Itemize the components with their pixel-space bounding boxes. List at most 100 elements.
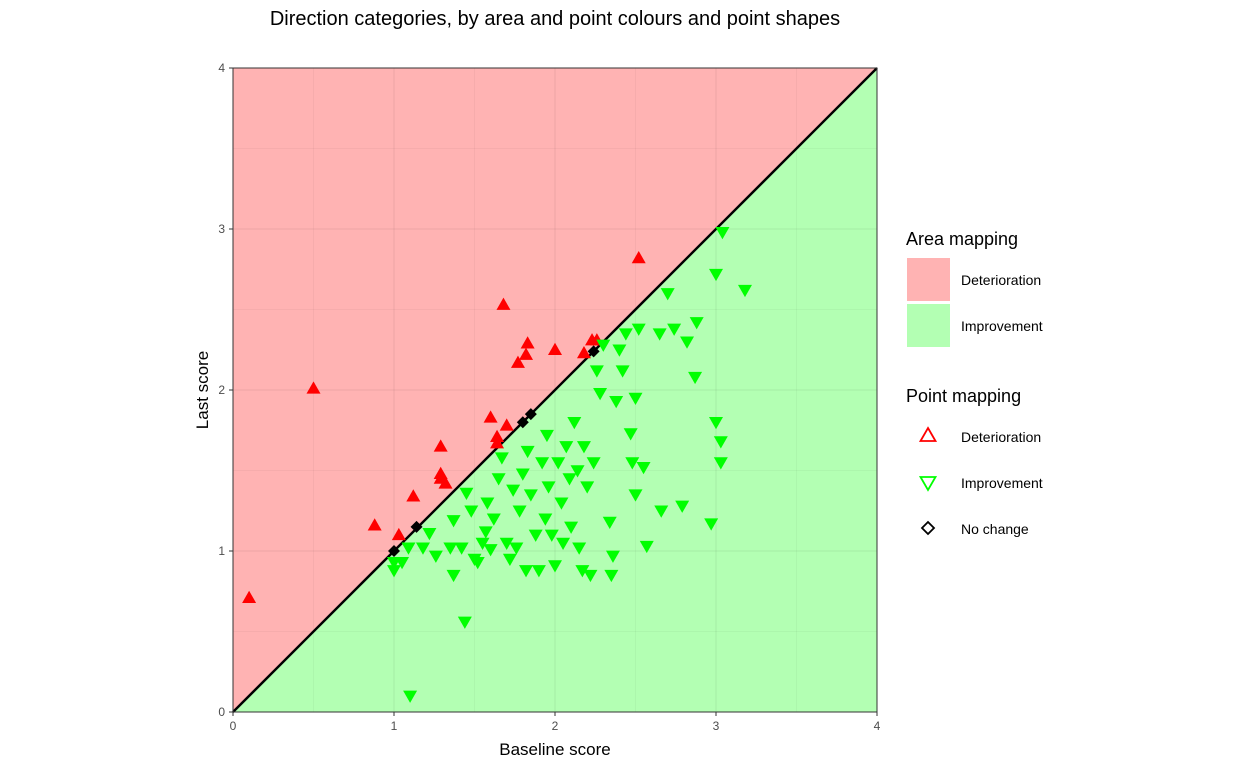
improvement-point: [446, 515, 461, 528]
improvement-point: [562, 473, 577, 486]
improvement-point: [544, 529, 559, 542]
improvement-point: [572, 542, 587, 555]
improvement-point: [715, 226, 730, 240]
y-tick-label: 0: [218, 705, 225, 719]
deterioration-point: [519, 347, 534, 360]
improvement-point: [523, 489, 538, 502]
improvement-point: [589, 365, 604, 378]
chart-title: Direction categories, by area and point …: [270, 8, 840, 30]
improvement-point: [446, 569, 461, 583]
deterioration-point: [576, 345, 591, 359]
improvement-point: [618, 328, 633, 341]
improvement-point: [713, 457, 728, 470]
improvement-point: [499, 537, 514, 550]
no-change-point: [516, 416, 529, 429]
no-change-point: [587, 345, 600, 358]
improvement-point: [576, 441, 591, 454]
improvement-point: [506, 484, 521, 497]
improvement-point: [737, 284, 752, 298]
area-legend-key-deterioration: [907, 258, 950, 301]
improvement-point: [551, 457, 566, 470]
deterioration-point: [496, 297, 511, 310]
improvement-point: [654, 505, 669, 518]
improvement-point: [586, 457, 601, 470]
improvement-point: [454, 542, 469, 555]
improvement-point: [593, 387, 608, 401]
no-change-point: [524, 408, 537, 421]
plot-panel: [232, 67, 878, 713]
improvement-point: [494, 452, 509, 465]
point-legend-label-deterioration: Deterioration: [961, 429, 1041, 445]
y-tick-label: 2: [218, 383, 225, 397]
deterioration-point: [306, 381, 321, 394]
point-legend-label-no-change: No change: [961, 521, 1029, 537]
point-legend-key-improvement: [918, 476, 938, 492]
deterioration-point: [483, 410, 498, 423]
point-legend-title: Point mapping: [906, 386, 1021, 406]
improvement-point: [459, 487, 474, 501]
improvement-point: [403, 690, 418, 703]
point-legend-key-deterioration: [918, 426, 938, 442]
improvement-point: [535, 457, 550, 470]
point-legend-label-improvement: Improvement: [961, 475, 1043, 491]
improvement-point: [556, 537, 571, 550]
deterioration-point: [520, 336, 535, 349]
improvement-point: [491, 473, 506, 486]
improvement-point: [628, 489, 643, 502]
improvement-point: [636, 462, 651, 475]
improvement-point: [625, 457, 640, 470]
y-axis-ticks: 0 1 2 3 4: [218, 61, 233, 719]
improvement-point: [709, 416, 723, 430]
data-points: [242, 226, 752, 703]
improvement-point: [704, 518, 719, 531]
improvement-point: [531, 565, 546, 578]
improvement-point: [667, 323, 682, 336]
improvement-point: [428, 550, 443, 563]
x-tick-label: 4: [874, 719, 881, 733]
no-change-point: [388, 545, 400, 557]
improvement-point: [475, 537, 490, 550]
improvement-point: [541, 481, 556, 494]
improvement-point: [470, 557, 485, 570]
x-tick-label: 0: [230, 719, 237, 733]
legend: Area mapping Deterioration Improvement P…: [906, 229, 1043, 537]
improvement-point: [519, 565, 534, 578]
improvement-point: [528, 529, 543, 542]
improvement-point: [538, 513, 553, 526]
deterioration-point: [391, 527, 406, 541]
point-legend-key-no-change: [920, 520, 936, 536]
y-tick-label: 4: [218, 61, 225, 75]
improvement-point: [564, 521, 579, 534]
improvement-point: [609, 396, 624, 409]
area-legend-title: Area mapping: [906, 229, 1018, 249]
improvement-point: [660, 288, 675, 301]
improvement-point: [689, 317, 704, 330]
improvement-point: [509, 542, 524, 555]
improvement-point: [605, 550, 620, 563]
improvement-point: [575, 565, 590, 578]
improvement-point: [709, 268, 723, 282]
deterioration-point: [510, 355, 525, 368]
deterioration-point: [242, 590, 257, 603]
area-legend-key-improvement: [907, 304, 950, 347]
area-legend-label-deterioration: Deterioration: [961, 272, 1041, 288]
improvement-point: [515, 468, 530, 481]
improvement-point: [631, 323, 646, 336]
deterioration-point: [490, 436, 505, 449]
improvement-point: [401, 542, 416, 555]
deterioration-point: [548, 342, 562, 355]
deterioration-point: [433, 439, 448, 452]
deterioration-point: [490, 429, 505, 442]
improvement-point: [580, 481, 595, 494]
improvement-point: [583, 569, 598, 583]
improvement-point: [554, 497, 569, 510]
x-tick-label: 3: [713, 719, 720, 733]
improvement-point: [415, 542, 430, 555]
improvement-point: [486, 513, 501, 526]
improvement-point: [480, 497, 495, 510]
improvement-point: [478, 526, 493, 539]
no-change-point: [410, 520, 423, 533]
improvement-point: [596, 339, 611, 352]
improvement-point: [713, 436, 728, 449]
x-tick-label: 1: [391, 719, 398, 733]
